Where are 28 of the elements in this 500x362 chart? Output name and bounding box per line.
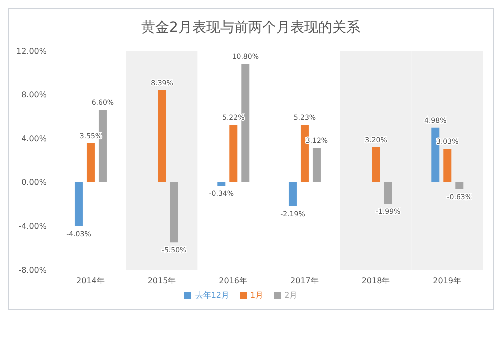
bar — [456, 182, 464, 190]
y-tick-label: 4.00% — [22, 134, 48, 144]
x-tick-label: 2017年 — [290, 276, 319, 286]
bar — [372, 147, 380, 182]
bar — [288, 182, 297, 206]
x-tick-label: 2018年 — [362, 276, 390, 286]
y-tick-label: 0.00% — [22, 178, 48, 188]
bar — [158, 90, 166, 182]
y-tick-label: -8.00% — [18, 266, 48, 275]
bar — [74, 182, 83, 227]
bar — [444, 149, 452, 182]
legend-label: 2月 — [284, 291, 298, 300]
x-tick-label: 2015年 — [148, 276, 176, 286]
y-tick-label: -4.00% — [18, 222, 48, 232]
x-tick-label: 2014年 — [76, 276, 105, 286]
legend-label: 1月 — [250, 291, 264, 300]
y-tick-label: 8.00% — [22, 90, 48, 100]
bar — [170, 182, 178, 243]
y-tick-label: 12.00% — [16, 46, 48, 56]
bar — [312, 148, 321, 182]
bar — [230, 125, 238, 182]
chart-title: 黄金2月表现与前两个月表现的关系 — [140, 19, 362, 37]
bar — [384, 182, 392, 204]
bar — [218, 182, 226, 186]
bar — [86, 144, 95, 182]
x-tick-label: 2019年 — [433, 276, 462, 286]
legend-label: 去年12月 — [195, 291, 230, 300]
x-tick-label: 2016年 — [219, 276, 248, 286]
